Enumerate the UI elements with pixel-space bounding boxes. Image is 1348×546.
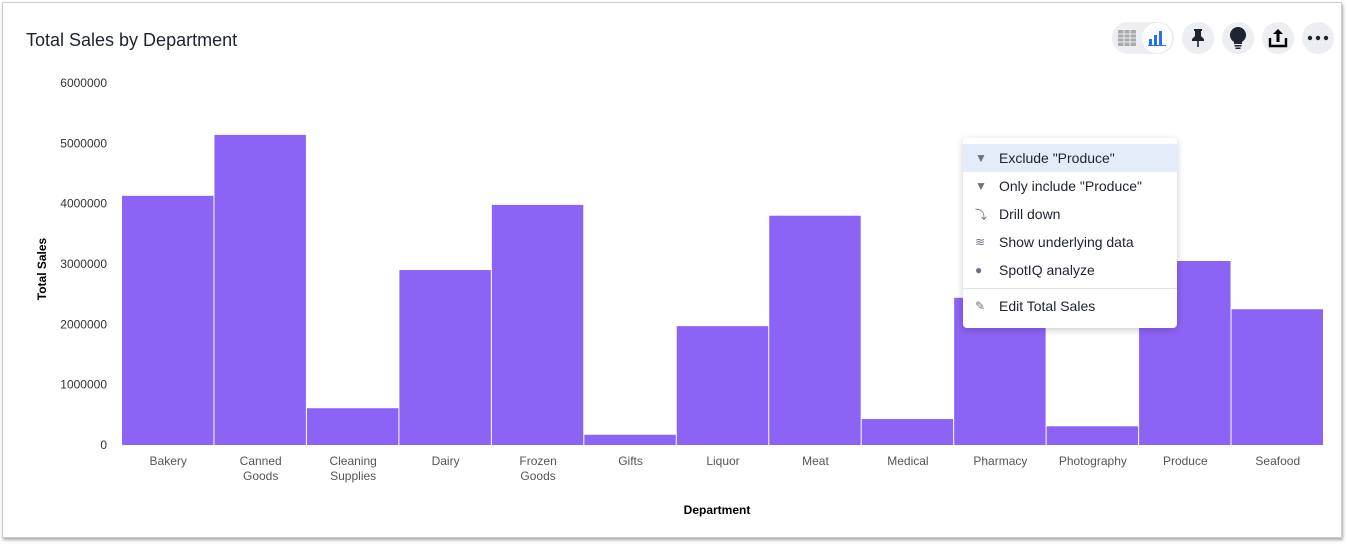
x-tick-label: Produce xyxy=(1163,454,1208,468)
y-tick-label: 6000000 xyxy=(60,76,107,90)
x-tick-label: Bakery xyxy=(150,454,187,468)
x-tick-label: Medical xyxy=(887,454,928,468)
filter-icon: ▼ xyxy=(975,151,987,165)
share-icon xyxy=(1268,29,1288,48)
x-tick-label: Gifts xyxy=(618,454,643,468)
x-tick-label: Cleaning Supplies xyxy=(329,454,376,483)
more-button[interactable] xyxy=(1302,22,1334,54)
y-tick-label: 5000000 xyxy=(60,136,107,150)
bar-photography[interactable] xyxy=(1046,426,1139,445)
bar-cleaning-supplies[interactable] xyxy=(306,408,399,445)
menu-divider xyxy=(963,288,1177,289)
more-icon xyxy=(1307,35,1329,41)
bar-gifts[interactable] xyxy=(584,434,676,445)
context-menu: ▼ Exclude "Produce" ▼ Only include "Produc… xyxy=(963,138,1177,328)
bar-dairy[interactable] xyxy=(399,270,491,445)
bar-meat[interactable] xyxy=(769,215,861,445)
y-tick-label: 4000000 xyxy=(60,197,107,211)
toolbar xyxy=(1112,22,1334,54)
x-tick-label: Meat xyxy=(802,454,829,468)
share-button[interactable] xyxy=(1262,22,1294,54)
spotiq-button[interactable] xyxy=(1222,22,1254,54)
bar-bakery[interactable] xyxy=(122,195,214,445)
y-tick-label: 3000000 xyxy=(60,257,107,271)
menu-item-spotiq-analyze[interactable]: ● SpotIQ analyze xyxy=(975,262,1095,278)
menu-item-edit-total-sales[interactable]: ✎ Edit Total Sales xyxy=(975,298,1096,314)
lightbulb-icon: ● xyxy=(975,263,983,277)
view-toggle[interactable] xyxy=(1112,22,1174,54)
bar-liquor[interactable] xyxy=(676,326,769,445)
lightbulb-icon xyxy=(1230,27,1246,49)
layers-icon: ≋ xyxy=(975,235,986,249)
x-tick-label: Liquor xyxy=(706,454,739,468)
drill-down-icon: ⤵ xyxy=(975,207,988,222)
menu-item-drill-down[interactable]: ⤵ Drill down xyxy=(975,206,1061,222)
y-tick-label: 2000000 xyxy=(60,317,107,331)
x-tick-label: Pharmacy xyxy=(973,454,1027,468)
bar-canned-goods[interactable] xyxy=(214,134,306,446)
x-tick-label: Photography xyxy=(1059,454,1127,468)
menu-item-only-include[interactable]: ▼ Only include "Produce" xyxy=(975,178,1143,194)
y-tick-label: 1000000 xyxy=(60,378,107,392)
bar-chart-icon[interactable] xyxy=(1142,23,1172,53)
filter-icon: ▼ xyxy=(975,179,987,193)
chart-title: Total Sales by Department xyxy=(26,30,238,50)
x-tick-label: Dairy xyxy=(432,454,460,468)
bar-seafood[interactable] xyxy=(1231,309,1323,445)
pin-icon xyxy=(1192,29,1204,47)
menu-item-exclude[interactable]: ▼ Exclude "Produce" xyxy=(963,144,1177,172)
x-axis-label: Department xyxy=(684,503,751,517)
x-tick-label: Canned Goods xyxy=(240,454,282,483)
y-axis-label: Total Sales xyxy=(35,237,49,300)
table-icon[interactable] xyxy=(1112,23,1142,53)
y-tick-label: 0 xyxy=(100,438,107,452)
pin-button[interactable] xyxy=(1182,22,1214,54)
x-tick-label: Seafood xyxy=(1255,454,1300,468)
x-tick-label: Frozen Goods xyxy=(519,454,556,483)
menu-item-show-underlying-data[interactable]: ≋ Show underlying data xyxy=(975,234,1134,250)
pencil-icon: ✎ xyxy=(975,299,986,313)
bar-medical[interactable] xyxy=(861,419,954,445)
bar-frozen-goods[interactable] xyxy=(491,204,584,445)
